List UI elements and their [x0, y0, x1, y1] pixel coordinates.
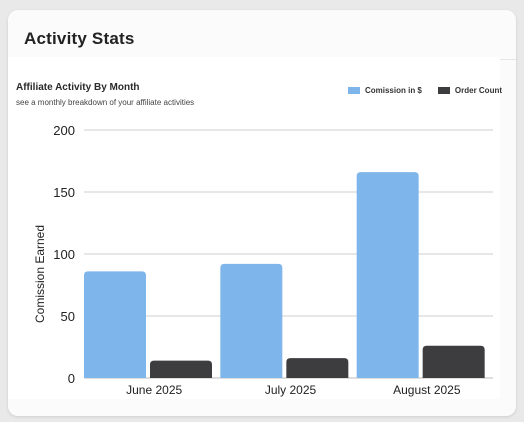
bar-order-count-1[interactable]: [286, 358, 349, 378]
bar-commission-2[interactable]: [356, 172, 419, 378]
legend-swatch-order-count: [437, 87, 450, 94]
bar-commission-0[interactable]: [84, 271, 146, 378]
legend-item-commission[interactable]: Comission in $: [347, 86, 422, 95]
legend-swatch-commission: [347, 87, 360, 94]
y-axis-label: Comission Earned: [33, 225, 47, 323]
x-tick-label-0: June 2025: [126, 383, 182, 397]
y-tick-label-150: 150: [53, 185, 75, 200]
y-tick-label-50: 50: [61, 309, 75, 324]
card-title: Activity Stats: [24, 29, 135, 48]
chart-title: Affiliate Activity By Month: [16, 82, 140, 93]
y-tick-label-200: 200: [53, 123, 75, 138]
x-tick-label-1: July 2025: [265, 383, 317, 397]
y-tick-label-100: 100: [53, 247, 75, 262]
bar-commission-1[interactable]: [220, 263, 283, 378]
bar-order-count-2[interactable]: [422, 345, 485, 378]
legend-label-order-count: Order Count: [454, 86, 502, 95]
legend-item-order-count[interactable]: Order Count: [437, 86, 502, 95]
chart-legend: Comission in $ Order Count: [332, 86, 502, 95]
y-tick-label-0: 0: [68, 371, 75, 386]
x-tick-label-2: August 2025: [393, 383, 461, 397]
legend-label-commission: Comission in $: [364, 86, 422, 95]
chart-subtitle: see a monthly breakdown of your affiliat…: [16, 98, 195, 107]
bar-order-count-0[interactable]: [150, 360, 212, 378]
